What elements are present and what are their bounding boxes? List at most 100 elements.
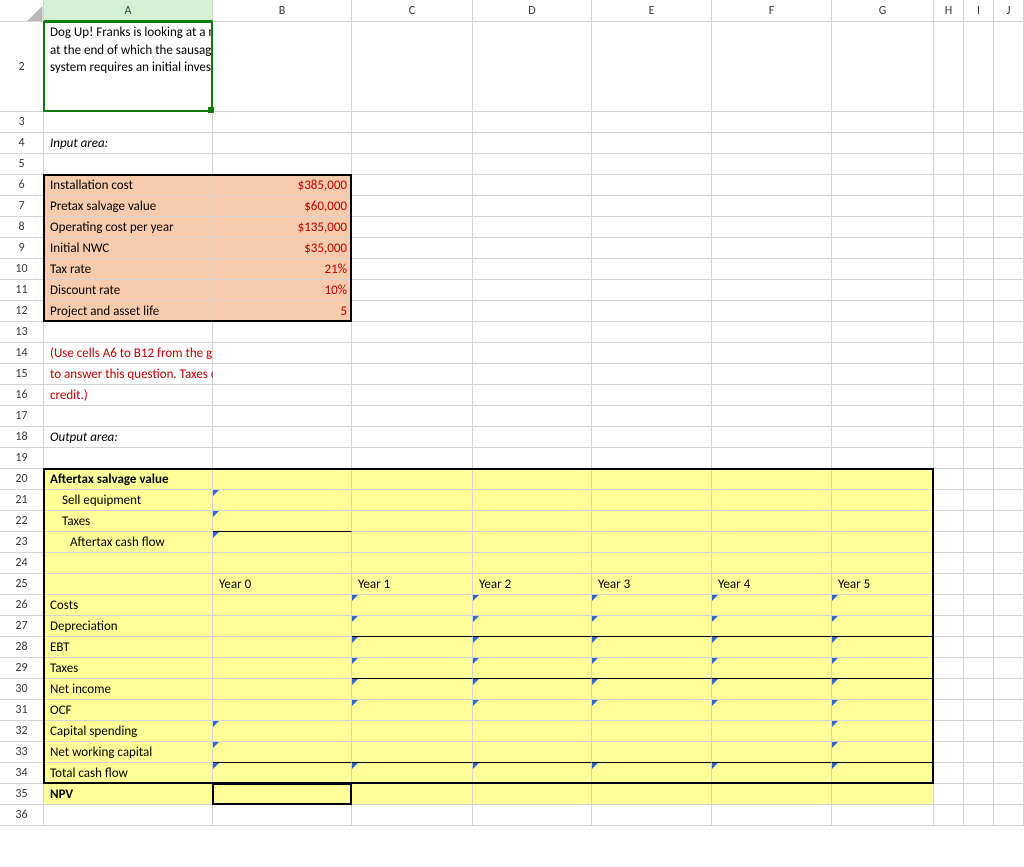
cell-B30[interactable] — [213, 679, 352, 700]
cell-H16[interactable] — [934, 385, 964, 406]
cell-G23[interactable] — [832, 532, 934, 553]
cell-I9[interactable] — [964, 238, 994, 259]
cell-D27[interactable] — [473, 616, 592, 637]
cell-C19[interactable] — [352, 448, 473, 469]
cell-G32[interactable] — [832, 721, 934, 742]
cell-J25[interactable] — [994, 574, 1024, 595]
cell-G34[interactable] — [832, 763, 934, 784]
cell-G2[interactable] — [832, 22, 934, 112]
cell-D28[interactable] — [473, 637, 592, 658]
cell-G29[interactable] — [832, 658, 934, 679]
cell-C21[interactable] — [352, 490, 473, 511]
cell-G25[interactable]: Year 5 — [832, 574, 934, 595]
cell-D5[interactable] — [473, 154, 592, 175]
cell-A19[interactable] — [44, 448, 213, 469]
cell-D3[interactable] — [473, 112, 592, 133]
cell-I12[interactable] — [964, 301, 994, 322]
cell-B8[interactable]: $135,000 — [213, 217, 352, 238]
row-header-14[interactable]: 14 — [0, 343, 44, 364]
cell-B35[interactable] — [213, 784, 352, 805]
cell-D10[interactable] — [473, 259, 592, 280]
cell-F10[interactable] — [712, 259, 832, 280]
cell-E3[interactable] — [592, 112, 712, 133]
cell-B2[interactable] — [213, 22, 352, 112]
cell-F20[interactable] — [712, 469, 832, 490]
cell-F3[interactable] — [712, 112, 832, 133]
cell-D16[interactable] — [473, 385, 592, 406]
cell-G5[interactable] — [832, 154, 934, 175]
cell-F29[interactable] — [712, 658, 832, 679]
row-header-16[interactable]: 16 — [0, 385, 44, 406]
cell-G33[interactable] — [832, 742, 934, 763]
cell-G20[interactable] — [832, 469, 934, 490]
cell-C33[interactable] — [352, 742, 473, 763]
cell-A9[interactable]: Initial NWC — [44, 238, 213, 259]
cell-C17[interactable] — [352, 406, 473, 427]
cell-I6[interactable] — [964, 175, 994, 196]
cell-C13[interactable] — [352, 322, 473, 343]
cell-J5[interactable] — [994, 154, 1024, 175]
cell-E34[interactable] — [592, 763, 712, 784]
cell-B28[interactable] — [213, 637, 352, 658]
cell-D33[interactable] — [473, 742, 592, 763]
cell-J28[interactable] — [994, 637, 1024, 658]
cell-D15[interactable] — [473, 364, 592, 385]
cell-J9[interactable] — [994, 238, 1024, 259]
cell-D24[interactable] — [473, 553, 592, 574]
cell-J21[interactable] — [994, 490, 1024, 511]
cell-F4[interactable] — [712, 133, 832, 154]
cell-H24[interactable] — [934, 553, 964, 574]
cell-I19[interactable] — [964, 448, 994, 469]
cell-C31[interactable] — [352, 700, 473, 721]
cell-D22[interactable] — [473, 511, 592, 532]
cell-I11[interactable] — [964, 280, 994, 301]
cell-J8[interactable] — [994, 217, 1024, 238]
row-header-12[interactable]: 12 — [0, 301, 44, 322]
cell-C11[interactable] — [352, 280, 473, 301]
cell-B22[interactable] — [213, 511, 352, 532]
cell-H9[interactable] — [934, 238, 964, 259]
column-header-A[interactable]: A — [44, 0, 213, 22]
cell-C2[interactable] — [352, 22, 473, 112]
cell-E11[interactable] — [592, 280, 712, 301]
cell-G21[interactable] — [832, 490, 934, 511]
cell-G22[interactable] — [832, 511, 934, 532]
cell-E30[interactable] — [592, 679, 712, 700]
cell-I31[interactable] — [964, 700, 994, 721]
cell-I3[interactable] — [964, 112, 994, 133]
cell-A23[interactable]: Aftertax cash flow — [44, 532, 213, 553]
cell-D36[interactable] — [473, 805, 592, 826]
cell-I23[interactable] — [964, 532, 994, 553]
cell-E13[interactable] — [592, 322, 712, 343]
row-header-6[interactable]: 6 — [0, 175, 44, 196]
row-header-9[interactable]: 9 — [0, 238, 44, 259]
cell-H25[interactable] — [934, 574, 964, 595]
cell-A21[interactable]: Sell equipment — [44, 490, 213, 511]
cell-A4[interactable]: Input area: — [44, 133, 213, 154]
cell-D11[interactable] — [473, 280, 592, 301]
cell-E23[interactable] — [592, 532, 712, 553]
cell-D23[interactable] — [473, 532, 592, 553]
cell-F24[interactable] — [712, 553, 832, 574]
cell-C30[interactable] — [352, 679, 473, 700]
row-header-28[interactable]: 28 — [0, 637, 44, 658]
cell-C8[interactable] — [352, 217, 473, 238]
cell-C24[interactable] — [352, 553, 473, 574]
cell-F35[interactable] — [712, 784, 832, 805]
cell-B36[interactable] — [213, 805, 352, 826]
cell-F5[interactable] — [712, 154, 832, 175]
cell-H11[interactable] — [934, 280, 964, 301]
cell-A25[interactable] — [44, 574, 213, 595]
cell-I18[interactable] — [964, 427, 994, 448]
cell-I20[interactable] — [964, 469, 994, 490]
cell-A22[interactable]: Taxes — [44, 511, 213, 532]
cell-H33[interactable] — [934, 742, 964, 763]
cell-J15[interactable] — [994, 364, 1024, 385]
cell-J3[interactable] — [994, 112, 1024, 133]
column-header-I[interactable]: I — [964, 0, 994, 22]
row-header-32[interactable]: 32 — [0, 721, 44, 742]
cell-F11[interactable] — [712, 280, 832, 301]
cell-D25[interactable]: Year 2 — [473, 574, 592, 595]
cell-E4[interactable] — [592, 133, 712, 154]
cell-A34[interactable]: Total cash flow — [44, 763, 213, 784]
